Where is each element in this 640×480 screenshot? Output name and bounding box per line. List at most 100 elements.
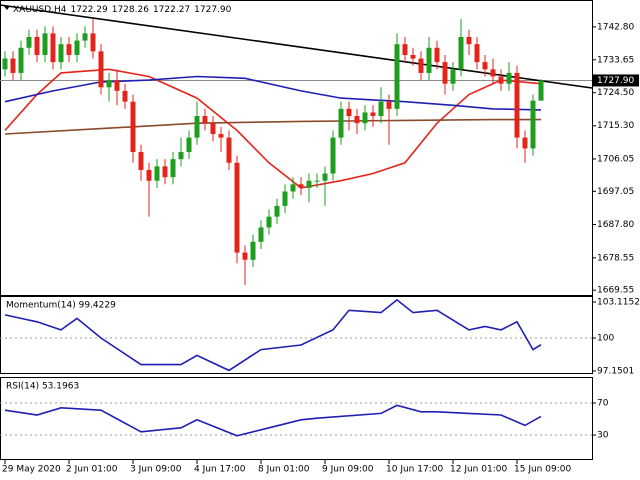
y-tick-label: 1733.65 (597, 55, 634, 65)
candle-body (378, 101, 384, 117)
candle-body (442, 62, 448, 84)
candle-body (186, 137, 192, 152)
candle-body (522, 137, 528, 149)
x-tick-label: 3 Jun 09:00 (130, 465, 182, 475)
y-tick-label: 30 (597, 431, 609, 441)
candle-body (170, 159, 176, 178)
y-tick-label: 1697.05 (597, 187, 634, 197)
collapse-icon (4, 6, 10, 10)
candle-body (426, 47, 432, 73)
candle-body (162, 166, 168, 178)
momentum-panel-frame (0, 296, 593, 374)
candle-body (218, 134, 224, 138)
candle-body (466, 36, 472, 45)
candle-body (106, 80, 112, 88)
candle-body (394, 44, 400, 109)
candle-body (330, 137, 336, 174)
header-close: 1727.90 (194, 5, 231, 15)
candle-body (210, 123, 216, 135)
candle-body (2, 58, 8, 70)
y-tick-label: 1678.55 (597, 253, 634, 263)
candle-body (34, 36, 40, 55)
x-tick-label: 10 Jun 17:00 (386, 465, 443, 475)
y-tick-label: 1669.55 (597, 286, 634, 296)
y-tick-label: 97.1501 (597, 366, 634, 376)
candle-body (66, 44, 72, 55)
x-tick-label: 9 Jun 09:00 (322, 465, 374, 475)
candle-body (314, 180, 320, 182)
candle-body (274, 205, 280, 217)
x-tick-label: 15 Jun 09:00 (514, 465, 571, 475)
candle-body (226, 137, 232, 163)
line-series (4, 404, 542, 437)
line-series (4, 298, 542, 372)
x-tick-label: 4 Jun 17:00 (194, 465, 246, 475)
y-tick-label: 1706.05 (597, 154, 634, 164)
candle-body (202, 116, 208, 124)
candle-body (322, 173, 328, 181)
candle-body (346, 108, 352, 117)
candle-body (458, 36, 464, 70)
candle-body (498, 76, 504, 84)
candle-body (386, 101, 392, 109)
candle-body (122, 90, 128, 102)
candle-body (530, 100, 536, 149)
candle-body (370, 112, 376, 117)
candle-body (290, 184, 296, 192)
y-tick-label: 70 (597, 399, 609, 409)
candle-body (26, 36, 32, 48)
y-tick-label: 1715.30 (597, 121, 634, 131)
candle-body (234, 162, 240, 253)
candle-body (98, 51, 104, 88)
x-tick-label: 29 May 2020 (2, 465, 61, 475)
candle-body (482, 62, 488, 70)
candle-body (474, 44, 480, 63)
candle-body (434, 47, 440, 63)
candle-body (10, 58, 16, 73)
candle-body (402, 44, 408, 55)
candle-body (82, 33, 88, 41)
candle-body (298, 184, 304, 188)
header-low: 1722.27 (153, 5, 190, 15)
candle-body (362, 112, 368, 124)
candle-body (146, 169, 152, 181)
rsi-title: RSI(14) 53.1963 (6, 382, 79, 392)
y-tick-label: 1724.50 (597, 88, 634, 98)
candle-body (506, 72, 512, 84)
candle-body (338, 108, 344, 138)
chart-header: XAUUSD,H4 1722.29 1728.26 1722.27 1727.90 (13, 5, 232, 15)
candle-body (490, 69, 496, 77)
candle-body (90, 33, 96, 52)
candle-body (266, 216, 272, 228)
header-high: 1728.26 (112, 5, 149, 15)
candle-body (258, 227, 264, 242)
price-label-box (593, 74, 639, 87)
candle-body (18, 47, 24, 73)
y-tick-label: 100 (597, 334, 614, 344)
candle-body (58, 44, 64, 63)
candle-body (514, 72, 520, 138)
header-open: 1722.29 (71, 5, 108, 15)
candle-body (418, 58, 424, 73)
y-tick-label: 1742.80 (597, 22, 634, 32)
candle-body (194, 116, 200, 138)
candle-body (42, 33, 48, 55)
candle-body (250, 241, 256, 260)
candle-body (410, 54, 416, 59)
candle-body (306, 180, 312, 188)
candle-body (130, 101, 136, 152)
rsi-panel-frame (0, 377, 593, 460)
price-label: 1727.90 (597, 76, 634, 86)
x-tick-label: 12 Jun 01:00 (450, 465, 507, 475)
momentum-title: Momentum(14) 99.4229 (6, 301, 116, 311)
candle-body (138, 151, 144, 170)
candle-body (282, 191, 288, 206)
candle-body (154, 166, 160, 181)
x-tick-label: 2 Jun 01:00 (66, 465, 118, 475)
candle-body (178, 151, 184, 160)
candle-body (50, 33, 56, 63)
x-tick-label: 8 Jun 01:00 (258, 465, 310, 475)
line-series (4, 68, 542, 189)
